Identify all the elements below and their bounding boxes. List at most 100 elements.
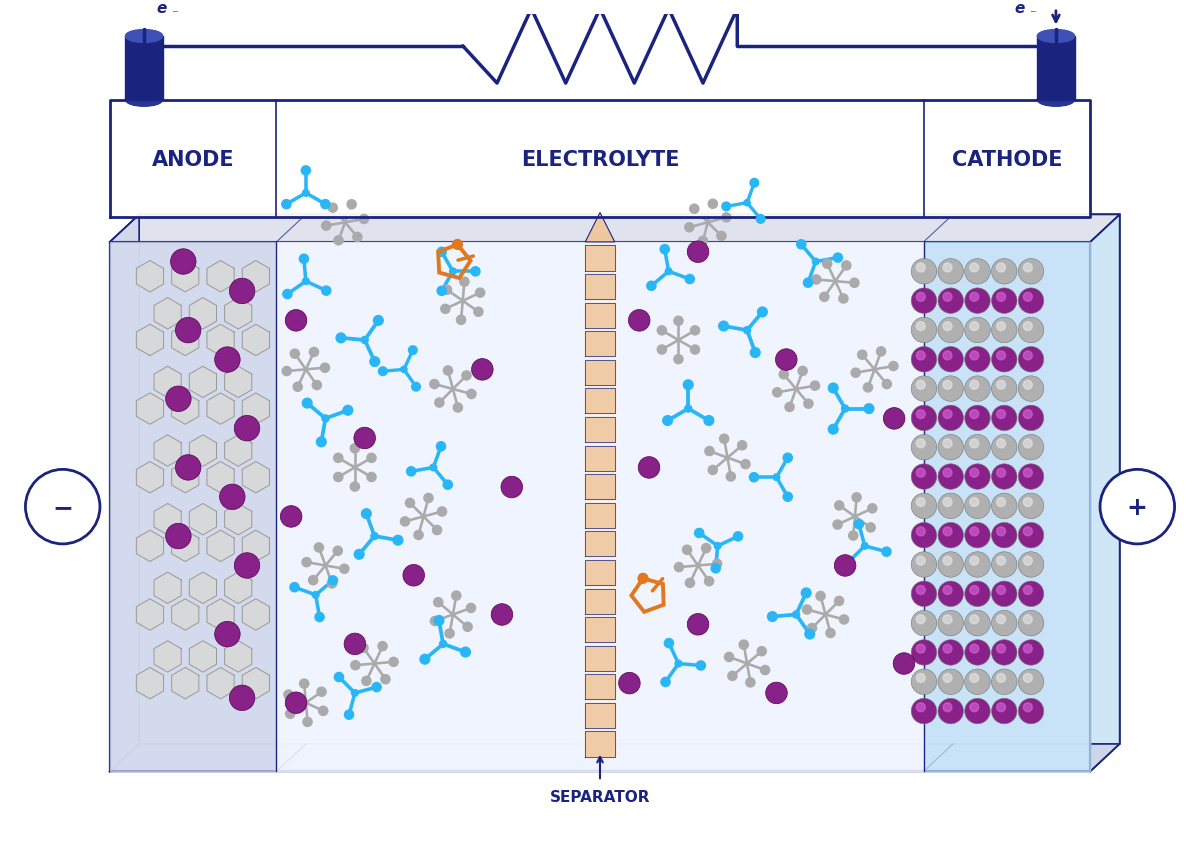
- Circle shape: [738, 441, 746, 450]
- Circle shape: [1024, 703, 1032, 712]
- Circle shape: [965, 610, 990, 636]
- Circle shape: [340, 565, 349, 573]
- Circle shape: [997, 293, 1006, 302]
- Circle shape: [215, 347, 240, 373]
- Circle shape: [970, 410, 979, 419]
- Circle shape: [378, 641, 388, 651]
- Circle shape: [1024, 263, 1032, 273]
- Circle shape: [1019, 318, 1044, 344]
- Polygon shape: [924, 243, 1091, 771]
- Polygon shape: [190, 436, 216, 467]
- Circle shape: [688, 614, 709, 635]
- Circle shape: [733, 532, 743, 542]
- Circle shape: [746, 678, 755, 687]
- Circle shape: [665, 269, 672, 276]
- Circle shape: [696, 661, 706, 670]
- Circle shape: [802, 588, 811, 598]
- Circle shape: [431, 616, 439, 626]
- Circle shape: [685, 276, 695, 284]
- Circle shape: [690, 326, 700, 336]
- Circle shape: [943, 703, 952, 712]
- Circle shape: [1019, 610, 1044, 636]
- Circle shape: [685, 406, 691, 412]
- Circle shape: [725, 653, 733, 662]
- Circle shape: [882, 380, 892, 389]
- Circle shape: [917, 644, 925, 653]
- Circle shape: [808, 623, 816, 633]
- Circle shape: [997, 498, 1006, 507]
- Circle shape: [1024, 673, 1032, 683]
- Circle shape: [433, 598, 443, 607]
- Circle shape: [785, 403, 794, 412]
- Circle shape: [683, 381, 694, 390]
- Circle shape: [750, 179, 758, 188]
- Circle shape: [1019, 581, 1044, 607]
- Circle shape: [868, 505, 877, 513]
- Circle shape: [997, 263, 1006, 273]
- Circle shape: [407, 468, 415, 476]
- Circle shape: [424, 493, 433, 503]
- Circle shape: [854, 520, 864, 530]
- Circle shape: [454, 404, 462, 412]
- Circle shape: [362, 677, 371, 685]
- Circle shape: [438, 507, 446, 517]
- Circle shape: [757, 647, 767, 656]
- Circle shape: [1019, 376, 1044, 402]
- Circle shape: [970, 644, 979, 653]
- Circle shape: [943, 351, 952, 361]
- Polygon shape: [242, 462, 270, 493]
- Circle shape: [302, 717, 312, 727]
- Polygon shape: [586, 246, 614, 271]
- Circle shape: [638, 573, 648, 584]
- Circle shape: [917, 703, 925, 712]
- Circle shape: [991, 552, 1018, 578]
- Circle shape: [1024, 615, 1032, 624]
- Circle shape: [970, 615, 979, 624]
- Circle shape: [883, 408, 905, 430]
- Circle shape: [372, 683, 382, 692]
- Circle shape: [773, 474, 780, 481]
- Circle shape: [1019, 493, 1044, 519]
- Circle shape: [911, 259, 937, 285]
- Circle shape: [220, 485, 245, 510]
- Circle shape: [328, 579, 337, 588]
- Circle shape: [443, 286, 451, 295]
- Text: ⁻: ⁻: [172, 8, 178, 21]
- Circle shape: [354, 550, 364, 560]
- Circle shape: [463, 623, 472, 632]
- Polygon shape: [586, 418, 614, 443]
- Circle shape: [721, 214, 731, 223]
- Circle shape: [660, 245, 670, 255]
- Circle shape: [302, 558, 311, 567]
- Circle shape: [380, 675, 390, 684]
- Circle shape: [25, 470, 100, 544]
- Circle shape: [850, 279, 859, 288]
- Circle shape: [917, 556, 925, 566]
- Circle shape: [965, 406, 990, 431]
- Circle shape: [229, 685, 254, 710]
- Circle shape: [773, 388, 782, 398]
- Circle shape: [797, 240, 806, 250]
- Polygon shape: [586, 360, 614, 386]
- Circle shape: [434, 399, 444, 407]
- Circle shape: [965, 435, 990, 461]
- Circle shape: [728, 672, 737, 681]
- Circle shape: [308, 576, 318, 585]
- Text: ELECTROLYTE: ELECTROLYTE: [521, 150, 679, 170]
- Polygon shape: [586, 646, 614, 671]
- Polygon shape: [586, 331, 614, 356]
- Circle shape: [970, 351, 979, 361]
- Circle shape: [828, 424, 838, 435]
- Polygon shape: [154, 436, 181, 467]
- Circle shape: [911, 669, 937, 695]
- Circle shape: [322, 222, 331, 231]
- Circle shape: [282, 367, 292, 376]
- Circle shape: [439, 641, 446, 647]
- Circle shape: [917, 410, 925, 419]
- Polygon shape: [137, 261, 163, 293]
- Circle shape: [997, 615, 1006, 624]
- Circle shape: [840, 615, 848, 624]
- Ellipse shape: [1037, 94, 1074, 107]
- Circle shape: [302, 278, 310, 285]
- Circle shape: [970, 293, 979, 302]
